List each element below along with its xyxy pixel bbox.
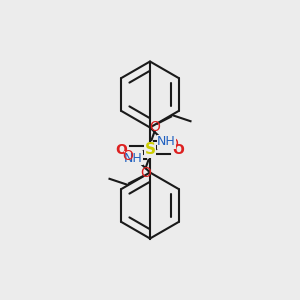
Text: NH: NH <box>157 135 176 148</box>
Text: O: O <box>140 166 151 180</box>
Text: NH: NH <box>124 152 143 165</box>
Text: O: O <box>149 120 160 134</box>
Text: O: O <box>167 137 178 151</box>
Text: O: O <box>116 143 128 157</box>
Text: O: O <box>172 143 184 157</box>
Text: S: S <box>145 142 155 158</box>
Text: O: O <box>122 149 133 163</box>
